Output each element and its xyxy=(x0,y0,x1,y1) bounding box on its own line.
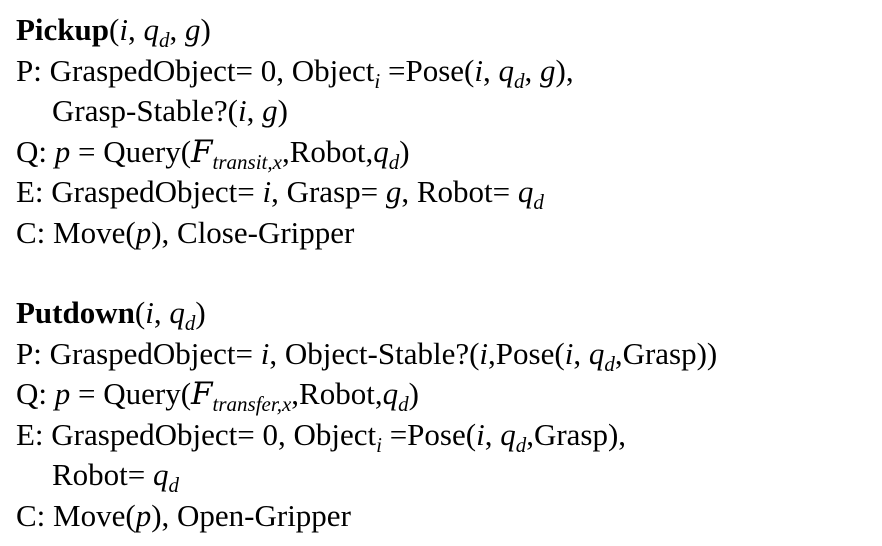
pickup-precondition: P: GraspedObject= 0, Objecti =Pose(i, qd… xyxy=(16,52,574,93)
putdown-precondition: P: GraspedObject= i, Object-Stable?(i,Po… xyxy=(16,335,718,376)
putdown-header: Putdown(i, qd) xyxy=(16,293,876,334)
pickup-header: Pickup(i, qd, g) xyxy=(16,10,876,51)
putdown-effect-cont: Robot= qd xyxy=(52,457,180,497)
pickup-effect: E: GraspedObject= i, Grasp= g, Robot= qd xyxy=(16,174,544,214)
operator-definitions: Pickup(i, qd, g) P: GraspedObject= 0, Ob… xyxy=(16,10,876,536)
putdown-query: Q: p = Query(Ftransfer,x,Robot,qd) xyxy=(16,376,419,416)
pickup-precondition-cont: Grasp-Stable?(i, g) xyxy=(52,93,288,128)
pickup-query: Q: p = Query(Ftransit,x,Robot,qd) xyxy=(16,133,410,174)
pickup-name: Pickup xyxy=(16,12,110,47)
putdown-effect: E: GraspedObject= 0, Objecti =Pose(i, qd… xyxy=(16,416,627,457)
putdown-params: (i, qd) xyxy=(134,295,206,335)
putdown-name: Putdown xyxy=(16,295,135,330)
putdown-command: C: Move(p), Open-Gripper xyxy=(16,497,351,533)
pickup-command: C: Move(p), Close-Gripper xyxy=(16,214,355,250)
section-gap xyxy=(16,253,876,293)
pickup-params: (i, qd, g) xyxy=(109,12,211,52)
